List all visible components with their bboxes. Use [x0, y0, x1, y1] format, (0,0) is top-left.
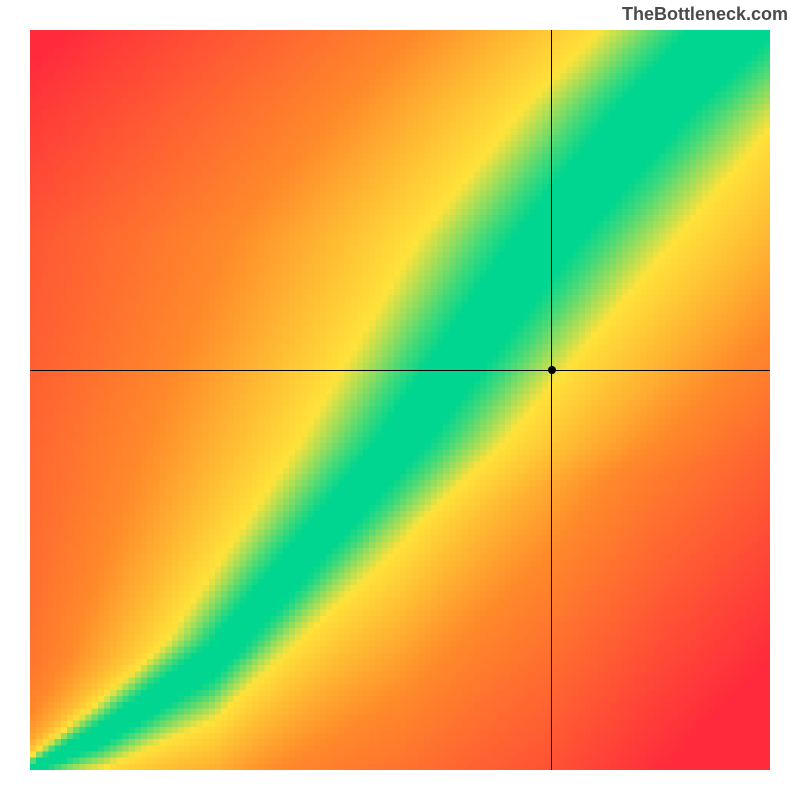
crosshair-horizontal [30, 370, 770, 371]
crosshair-vertical [551, 30, 552, 770]
bottleneck-heatmap [30, 30, 770, 770]
chart-container: TheBottleneck.com [0, 0, 800, 800]
attribution-text: TheBottleneck.com [622, 4, 788, 25]
